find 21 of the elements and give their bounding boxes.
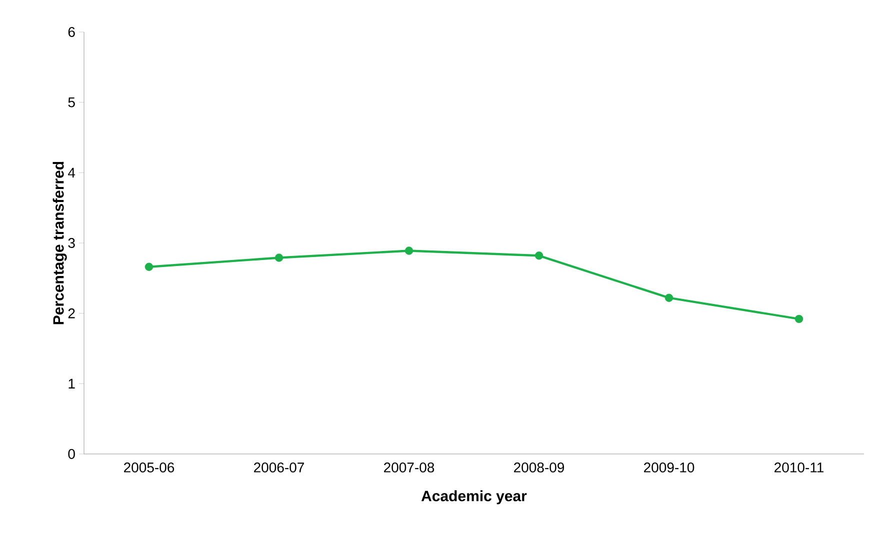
point (274, 254, 284, 262)
x-tick-label: 2006-07 (254, 462, 304, 472)
point (144, 262, 154, 271)
y-tick-label: 2 (68, 308, 75, 318)
x-axis-title: Academic year (421, 490, 527, 504)
x-tick-label: 2008-09 (514, 462, 564, 472)
point (404, 246, 414, 255)
y-tick-label: 4 (68, 168, 76, 178)
y-axis-title: Percentage transferred (52, 162, 67, 324)
y-tick-label: 6 (68, 27, 75, 37)
point (794, 314, 804, 324)
y-tick-label: 5 (68, 97, 75, 108)
x-tick-label: 2005-06 (124, 462, 174, 472)
x-tick-label: 2010-11 (774, 462, 824, 472)
x-tick-label: 2007-08 (384, 462, 434, 472)
point (664, 294, 674, 302)
y-tick-label: 1 (68, 378, 75, 388)
y-tick-label: 3 (68, 238, 75, 248)
y-tick-label: 0 (68, 449, 75, 459)
x-tick-label: 2009-10 (644, 462, 694, 472)
point (534, 252, 544, 260)
